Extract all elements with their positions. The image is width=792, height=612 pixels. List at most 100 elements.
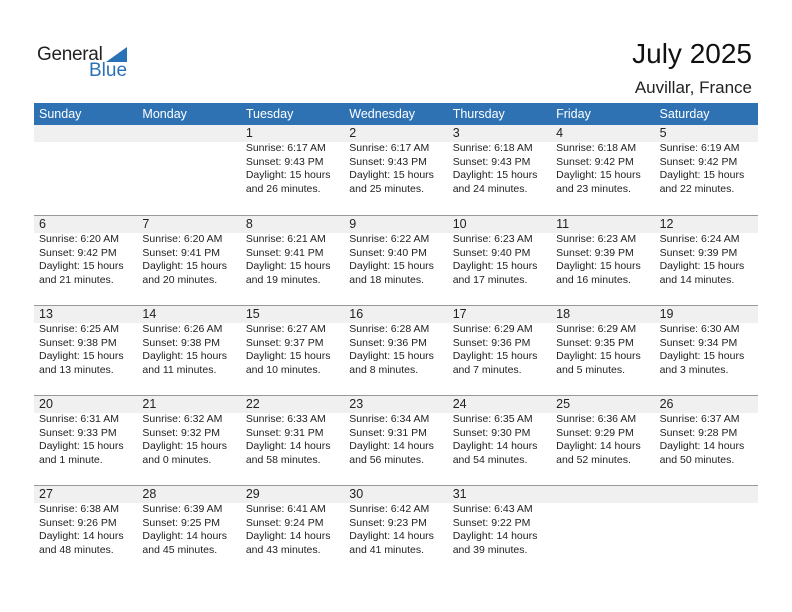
weekday-thursday: Thursday bbox=[452, 107, 505, 121]
sunset-text: Sunset: 9:43 PM bbox=[452, 155, 531, 168]
weekday-friday: Friday bbox=[556, 107, 591, 121]
sunset-text: Sunset: 9:41 PM bbox=[245, 246, 324, 259]
date-bar bbox=[34, 486, 758, 503]
daylight-minutes-text: and 5 minutes. bbox=[556, 363, 626, 376]
date-bar bbox=[34, 396, 758, 413]
daylight-text: Daylight: 14 hours bbox=[556, 440, 641, 452]
daylight-minutes-text: and 50 minutes. bbox=[659, 453, 735, 466]
weekday-sunday: Sunday bbox=[39, 107, 82, 121]
day-number: 14 bbox=[142, 307, 157, 321]
sunrise-text: Sunrise: 6:17 AM bbox=[349, 142, 430, 154]
daylight-text: Daylight: 14 hours bbox=[452, 440, 538, 452]
sunrise-text: Sunrise: 6:27 AM bbox=[245, 323, 326, 335]
daylight-text: Daylight: 15 hours bbox=[349, 350, 434, 362]
daylight-text: Daylight: 14 hours bbox=[245, 530, 331, 542]
day-number: 2 bbox=[349, 126, 357, 140]
day-cell: 22 Sunrise: 6:33 AM Sunset: 9:31 PM Dayligh… bbox=[241, 396, 344, 486]
sunset-text: Sunset: 9:41 PM bbox=[142, 246, 221, 259]
day-number: 11 bbox=[556, 217, 570, 231]
daylight-minutes-text: and 10 minutes. bbox=[245, 363, 321, 376]
day-number: 18 bbox=[556, 307, 571, 321]
date-bar bbox=[34, 125, 758, 142]
day-cell: 9 Sunrise: 6:22 AM Sunset: 9:40 PM Daylight… bbox=[344, 216, 447, 306]
sunset-text: Sunset: 9:23 PM bbox=[349, 516, 427, 529]
sunrise-text: Sunrise: 6:34 AM bbox=[349, 413, 430, 425]
daylight-text: Daylight: 14 hours bbox=[349, 530, 434, 542]
day-cell: 29 Sunrise: 6:41 AM Sunset: 9:24 PM Dayligh… bbox=[241, 486, 344, 576]
logo-text-blue: Blue bbox=[89, 60, 128, 81]
weekday-wednesday: Wednesday bbox=[349, 107, 416, 121]
weekday-tuesday: Tuesday bbox=[245, 107, 294, 121]
daylight-text: Daylight: 15 hours bbox=[142, 440, 228, 452]
sunrise-text: Sunrise: 6:42 AM bbox=[349, 503, 430, 515]
sunset-text: Sunset: 9:38 PM bbox=[142, 336, 221, 349]
day-number: 30 bbox=[349, 487, 364, 501]
logo-triangle-icon bbox=[106, 47, 127, 62]
daylight-text: Daylight: 15 hours bbox=[39, 350, 124, 362]
day-number: 16 bbox=[349, 307, 364, 321]
day-number: 10 bbox=[452, 217, 467, 231]
sunrise-text: Sunrise: 6:18 AM bbox=[556, 142, 637, 154]
daylight-minutes-text: and 26 minutes. bbox=[245, 182, 321, 195]
sunrise-text: Sunrise: 6:33 AM bbox=[245, 413, 326, 425]
sunrise-text: Sunrise: 6:41 AM bbox=[245, 503, 326, 515]
day-cell: 20 Sunrise: 6:31 AM Sunset: 9:33 PM Dayligh… bbox=[34, 396, 137, 486]
sunrise-text: Sunrise: 6:25 AM bbox=[39, 323, 119, 335]
logo-text-general: General bbox=[37, 44, 103, 65]
daylight-text: Daylight: 15 hours bbox=[556, 260, 641, 272]
day-number: 7 bbox=[142, 217, 150, 231]
sunrise-text: Sunrise: 6:19 AM bbox=[659, 142, 740, 154]
day-cell: 26 Sunrise: 6:37 AM Sunset: 9:28 PM Dayligh… bbox=[655, 396, 758, 486]
date-bar bbox=[34, 216, 758, 233]
daylight-text: Daylight: 15 hours bbox=[659, 260, 745, 272]
daylight-text: Daylight: 14 hours bbox=[349, 440, 434, 452]
day-cell: 12 Sunrise: 6:24 AM Sunset: 9:39 PM Dayligh… bbox=[655, 216, 758, 306]
weekday-saturday: Saturday bbox=[659, 107, 710, 121]
day-number: 19 bbox=[659, 307, 674, 321]
day-number: 17 bbox=[452, 307, 467, 321]
day-number: 27 bbox=[39, 487, 53, 501]
day-cell: 28 Sunrise: 6:39 AM Sunset: 9:25 PM Dayligh… bbox=[137, 486, 240, 576]
sunset-text: Sunset: 9:28 PM bbox=[659, 426, 738, 439]
week-row: 13 Sunrise: 6:25 AM Sunset: 9:38 PM Dayligh… bbox=[34, 305, 758, 395]
sunrise-text: Sunrise: 6:29 AM bbox=[556, 323, 637, 335]
daylight-minutes-text: and 7 minutes. bbox=[452, 363, 522, 376]
day-number: 1 bbox=[245, 126, 253, 140]
daylight-text: Daylight: 14 hours bbox=[142, 530, 228, 542]
day-number: 3 bbox=[452, 126, 460, 140]
day-cell: 23 Sunrise: 6:34 AM Sunset: 9:31 PM Dayligh… bbox=[344, 396, 447, 486]
location: Auvillar, France bbox=[634, 78, 752, 97]
daylight-minutes-text: and 13 minutes. bbox=[39, 363, 114, 376]
day-number: 29 bbox=[245, 487, 260, 501]
day-number: 8 bbox=[245, 217, 253, 231]
sunset-text: Sunset: 9:39 PM bbox=[659, 246, 738, 259]
day-number: 12 bbox=[659, 217, 674, 231]
daylight-minutes-text: and 21 minutes. bbox=[39, 273, 114, 286]
sunset-text: Sunset: 9:34 PM bbox=[659, 336, 738, 349]
sunrise-text: Sunrise: 6:38 AM bbox=[39, 503, 119, 515]
day-cell: 6 Sunrise: 6:20 AM Sunset: 9:42 PM Daylight… bbox=[34, 216, 137, 306]
daylight-text: Daylight: 15 hours bbox=[659, 350, 745, 362]
sunrise-text: Sunrise: 6:18 AM bbox=[452, 142, 533, 154]
sunrise-text: Sunrise: 6:29 AM bbox=[452, 323, 533, 335]
day-cell: 11 Sunrise: 6:23 AM Sunset: 9:39 PM Dayligh… bbox=[551, 216, 654, 306]
daylight-minutes-text: and 19 minutes. bbox=[245, 273, 321, 286]
sunrise-text: Sunrise: 6:23 AM bbox=[556, 233, 637, 245]
day-cell: 30 Sunrise: 6:42 AM Sunset: 9:23 PM Dayligh… bbox=[344, 486, 447, 576]
daylight-minutes-text: and 16 minutes. bbox=[556, 273, 631, 286]
sunrise-text: Sunrise: 6:39 AM bbox=[142, 503, 223, 515]
day-cell: 1 Sunrise: 6:17 AM Sunset: 9:43 PM Daylight… bbox=[241, 125, 344, 215]
daylight-minutes-text: and 54 minutes. bbox=[452, 453, 528, 466]
daylight-text: Daylight: 15 hours bbox=[39, 440, 124, 452]
daylight-text: Daylight: 15 hours bbox=[556, 169, 641, 181]
sunset-text: Sunset: 9:32 PM bbox=[142, 426, 221, 439]
day-cell: 16 Sunrise: 6:28 AM Sunset: 9:36 PM Dayligh… bbox=[344, 306, 447, 396]
sunset-text: Sunset: 9:22 PM bbox=[452, 516, 531, 529]
daylight-text: Daylight: 15 hours bbox=[39, 260, 124, 272]
day-cell: 4 Sunrise: 6:18 AM Sunset: 9:42 PM Daylight… bbox=[551, 125, 654, 215]
day-cell: 25 Sunrise: 6:36 AM Sunset: 9:29 PM Dayligh… bbox=[551, 396, 654, 486]
daylight-minutes-text: and 1 minute. bbox=[39, 453, 103, 466]
day-cell: 5 Sunrise: 6:19 AM Sunset: 9:42 PM Daylight… bbox=[655, 125, 758, 215]
day-number: 24 bbox=[452, 397, 467, 411]
sunset-text: Sunset: 9:33 PM bbox=[39, 426, 117, 439]
